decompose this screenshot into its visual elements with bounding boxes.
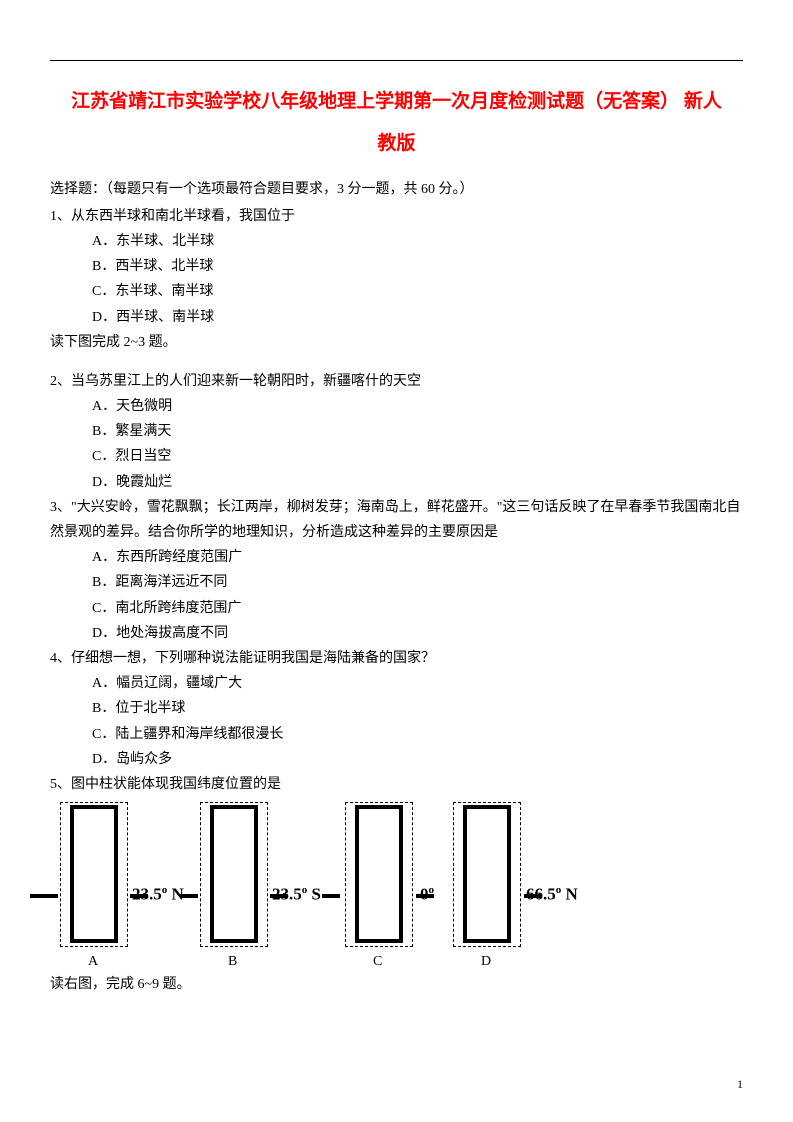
- top-divider: [50, 60, 743, 61]
- question-3-text: 3、"大兴安岭，雪花飘飘；长江两岸，柳树发芽；海南岛上，鲜花盛开。"这三句话反映…: [50, 495, 743, 545]
- bar-a: [70, 805, 118, 943]
- bar-d: [463, 805, 511, 943]
- question-2-option-a: A．天色微明: [50, 394, 743, 419]
- title-line-1: 江苏省靖江市实验学校八年级地理上学期第一次月度检测试题（无答案） 新人: [71, 91, 722, 112]
- question-2-text: 2、当乌苏里江上的人们迎来新一轮朝阳时，新疆喀什的天空: [50, 369, 743, 394]
- question-1-option-a: A．东半球、北半球: [50, 229, 743, 254]
- question-1-option-d: D．西半球、南半球: [50, 305, 743, 330]
- question-4-text: 4、仔细想一想，下列哪种说法能证明我国是海陆兼备的国家？: [50, 646, 743, 671]
- document-title: 江苏省靖江市实验学校八年级地理上学期第一次月度检测试题（无答案） 新人 教版: [50, 81, 743, 165]
- bar-label-c: C: [373, 954, 382, 970]
- question-4-option-d: D．岛屿众多: [50, 747, 743, 772]
- bar-b: [210, 805, 258, 943]
- page-number: 1: [737, 1077, 743, 1092]
- question-5-text: 5、图中柱状能体现我国纬度位置的是: [50, 772, 743, 797]
- question-2-option-b: B．繁星满天: [50, 419, 743, 444]
- question-3-option-d: D．地处海拔高度不同: [50, 621, 743, 646]
- latitude-label-2: 23.5o S: [272, 884, 321, 905]
- question-4-option-c: C．陆上疆界和海岸线都很漫长: [50, 722, 743, 747]
- question-2-option-c: C．烈日当空: [50, 444, 743, 469]
- question-4-option-b: B．位于北半球: [50, 696, 743, 721]
- latitude-label-4: 66.5o N: [526, 884, 578, 905]
- question-2-option-d: D．晚霞灿烂: [50, 470, 743, 495]
- axis-dash: [322, 894, 340, 898]
- question-3-option-c: C．南北所跨纬度范围广: [50, 596, 743, 621]
- question-1-text: 1、从东西半球和南北半球看，我国位于: [50, 204, 743, 229]
- question-5: 5、图中柱状能体现我国纬度位置的是: [50, 772, 743, 797]
- title-line-2: 教版: [50, 123, 743, 165]
- question-3-option-b: B．距离海洋远近不同: [50, 570, 743, 595]
- axis-segment: [30, 894, 58, 898]
- question-1-option-c: C．东半球、南半球: [50, 279, 743, 304]
- sub-instruction-2: 读右图，完成 6~9 题。: [50, 972, 743, 997]
- question-4: 4、仔细想一想，下列哪种说法能证明我国是海陆兼备的国家？ A．幅员辽阔，疆域广大…: [50, 646, 743, 772]
- question-3-option-a: A．东西所跨经度范围广: [50, 545, 743, 570]
- question-1: 1、从东西半球和南北半球看，我国位于 A．东半球、北半球 B．西半球、北半球 C…: [50, 204, 743, 330]
- latitude-label-3: 0o: [420, 884, 434, 905]
- question-4-option-a: A．幅员辽阔，疆域广大: [50, 671, 743, 696]
- bar-label-d: D: [481, 954, 491, 970]
- section-instruction: 选择题：（每题只有一个选项最符合题目要求，3 分一题，共 60 分。）: [50, 177, 743, 202]
- question-2: 2、当乌苏里江上的人们迎来新一轮朝阳时，新疆喀什的天空 A．天色微明 B．繁星满…: [50, 369, 743, 495]
- question-1-option-b: B．西半球、北半球: [50, 254, 743, 279]
- bar-label-b: B: [228, 954, 237, 970]
- latitude-label-1: 23.5o N: [132, 884, 184, 905]
- bar-label-a: A: [88, 954, 98, 970]
- sub-instruction-1: 读下图完成 2~3 题。: [50, 330, 743, 355]
- bar-c: [355, 805, 403, 943]
- question-3: 3、"大兴安岭，雪花飘飘；长江两岸，柳树发芽；海南岛上，鲜花盛开。"这三句话反映…: [50, 495, 743, 646]
- latitude-diagram: 23.5o N 23.5o S 0o 66.5o N A B C D: [60, 802, 620, 972]
